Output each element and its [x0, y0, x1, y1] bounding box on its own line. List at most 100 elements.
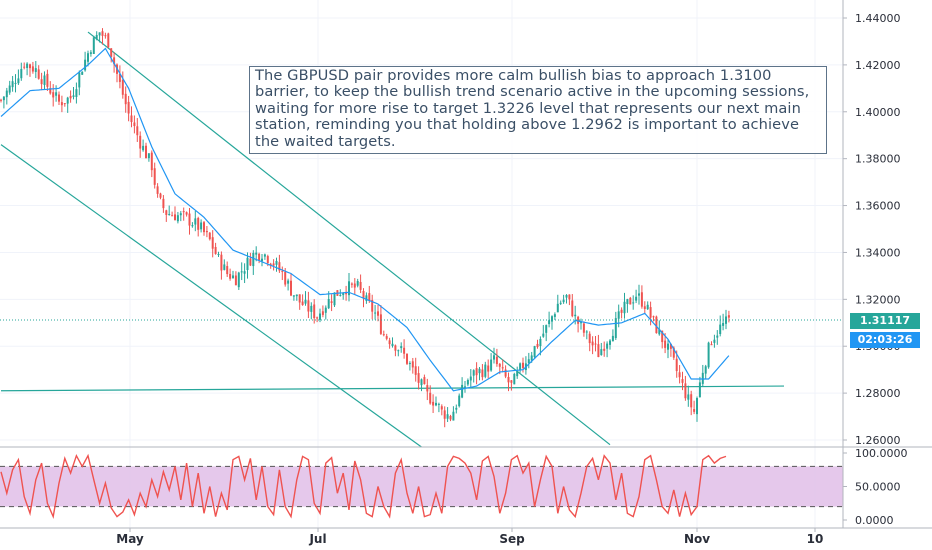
candle-body-59: [171, 215, 174, 217]
candle-body-118: [342, 292, 345, 296]
price-tick-label-9: 1.44000: [855, 12, 901, 25]
time-tick-label-0: May: [116, 532, 144, 546]
candle-body-96: [278, 262, 281, 271]
candle-body-191: [553, 314, 556, 317]
candle-body-7: [20, 68, 23, 79]
candle-body-216: [626, 299, 629, 304]
candle-body-2: [5, 90, 8, 98]
price-tick-label-1: 1.28000: [855, 387, 901, 400]
price-tick-label-5: 1.36000: [855, 200, 901, 213]
candle-body-140: [406, 353, 408, 364]
candle-body-14: [40, 79, 43, 85]
candle-body-162: [469, 376, 472, 381]
candle-body-65: [188, 213, 191, 226]
candle-body-225: [652, 316, 655, 318]
candle-body-103: [298, 294, 301, 303]
candle-body-211: [611, 335, 614, 342]
candle-body-89: [258, 253, 261, 261]
candle-body-55: [159, 193, 162, 198]
candle-body-153: [443, 410, 446, 419]
candle-body-224: [649, 307, 652, 318]
candle-body-154: [446, 414, 449, 419]
candle-body-245: [710, 344, 713, 346]
moving-average: [0, 47, 730, 392]
time-axis-labels: May Jul Sep Nov 10: [116, 528, 823, 546]
candle-body-28: [81, 71, 84, 75]
candle-body-134: [388, 340, 391, 345]
candle-body-78: [226, 266, 229, 275]
candle-body-67: [194, 218, 197, 225]
candle-body-3: [8, 85, 11, 93]
candle-body-50: [145, 145, 147, 159]
candle-body-199: [577, 316, 580, 324]
candle-body-147: [426, 385, 429, 392]
candle-body-10: [29, 64, 31, 69]
candle-body-90: [261, 258, 263, 262]
candle-body-95: [275, 261, 278, 265]
candle-body-22: [63, 103, 66, 105]
candle-body-15: [43, 75, 46, 85]
candle-body-173: [501, 367, 504, 369]
candle-body-48: [139, 135, 142, 149]
candle-body-115: [333, 292, 336, 306]
candle-body-207: [600, 349, 603, 356]
price-tick-label-3: 1.32000: [855, 293, 901, 306]
candle-body-213: [617, 311, 620, 319]
candle-body-239: [693, 409, 696, 412]
candle-body-148: [429, 392, 432, 404]
candle-body-208: [603, 348, 606, 351]
candle-body-94: [272, 263, 275, 266]
candle-body-241: [698, 382, 701, 398]
candle-body-218: [632, 302, 635, 304]
countdown-badge: 02:03:26: [850, 332, 920, 348]
candle-body-196: [568, 294, 571, 300]
candle-body-149: [432, 401, 435, 406]
candle-body-133: [385, 336, 388, 339]
candle-body-234: [678, 372, 681, 378]
candle-body-85: [246, 257, 249, 271]
candle-body-197: [571, 300, 574, 317]
candle-body-105: [304, 299, 307, 304]
candle-body-210: [609, 340, 611, 345]
candle-body-1: [2, 96, 5, 101]
candle-body-81: [234, 275, 237, 286]
candle-body-127: [368, 293, 371, 301]
candle-body-206: [597, 344, 600, 358]
candle-body-71: [205, 230, 208, 233]
stochastic-tick-label-0: 0.0000: [855, 514, 894, 527]
moving-average-line: [0, 47, 730, 392]
candle-body-54: [156, 186, 159, 194]
candle-body-91: [263, 254, 266, 257]
candle-body-20: [58, 94, 60, 102]
time-tick-label-3: Nov: [684, 532, 710, 546]
candle-body-231: [669, 343, 672, 349]
candle-body-157: [455, 407, 458, 410]
candle-body-51: [147, 153, 150, 159]
candle-body-29: [84, 59, 87, 71]
candle-body-5: [14, 82, 17, 84]
candle-body-193: [559, 302, 562, 304]
stochastic-series-line: [0, 453, 727, 520]
candle-body-39: [113, 57, 116, 65]
candle-body-242: [701, 372, 704, 384]
candle-body-112: [324, 307, 327, 313]
candle-body-30: [87, 53, 89, 62]
candle-body-236: [684, 383, 687, 399]
candle-body-240: [696, 398, 698, 415]
candle-body-92: [266, 256, 269, 264]
candle-body-176: [510, 380, 513, 383]
candle-body-217: [629, 297, 632, 305]
candle-body-26: [75, 89, 78, 97]
candle-body-45: [130, 115, 133, 122]
trendline-2: [0, 385, 785, 392]
candle-body-174: [504, 369, 507, 377]
analysis-note[interactable]: The GBPUSD pair provides more calm bulli…: [249, 66, 827, 154]
candle-body-99: [287, 280, 290, 284]
candle-body-177: [513, 373, 516, 385]
candle-body-109: [316, 317, 319, 319]
candle-body-87: [252, 252, 255, 267]
candle-body-13: [37, 69, 40, 79]
candle-body-93: [269, 263, 272, 265]
candle-body-141: [408, 363, 411, 365]
